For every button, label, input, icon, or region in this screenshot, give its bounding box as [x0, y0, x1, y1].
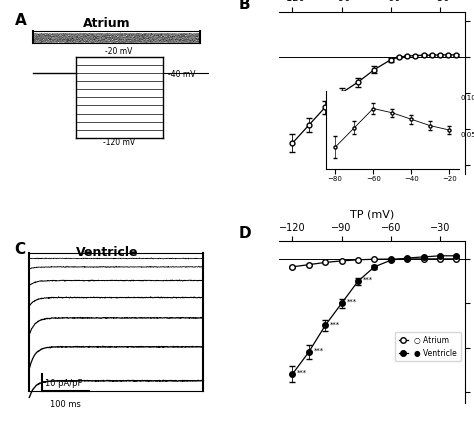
- Text: A: A: [14, 13, 26, 28]
- Text: -20 mV: -20 mV: [105, 46, 133, 55]
- Text: ***: ***: [330, 321, 340, 326]
- Text: ***: ***: [314, 347, 324, 353]
- Text: 10 pA/pF: 10 pA/pF: [45, 378, 82, 387]
- Text: 100 ms: 100 ms: [50, 399, 81, 409]
- Text: ***: ***: [363, 276, 373, 283]
- Text: ***: ***: [346, 298, 356, 304]
- Text: -120 mV: -120 mV: [103, 138, 135, 147]
- Legend: ○ Atrium, ● Ventricle: ○ Atrium, ● Ventricle: [395, 332, 461, 361]
- Text: B: B: [238, 0, 250, 12]
- Text: C: C: [14, 242, 26, 257]
- Text: Atrium: Atrium: [83, 17, 131, 30]
- Text: ***: ***: [297, 369, 308, 375]
- Text: D: D: [238, 226, 251, 241]
- Text: -40 mV: -40 mV: [168, 70, 196, 78]
- X-axis label: TP (mV): TP (mV): [350, 208, 394, 219]
- Text: Ventricle: Ventricle: [76, 245, 138, 258]
